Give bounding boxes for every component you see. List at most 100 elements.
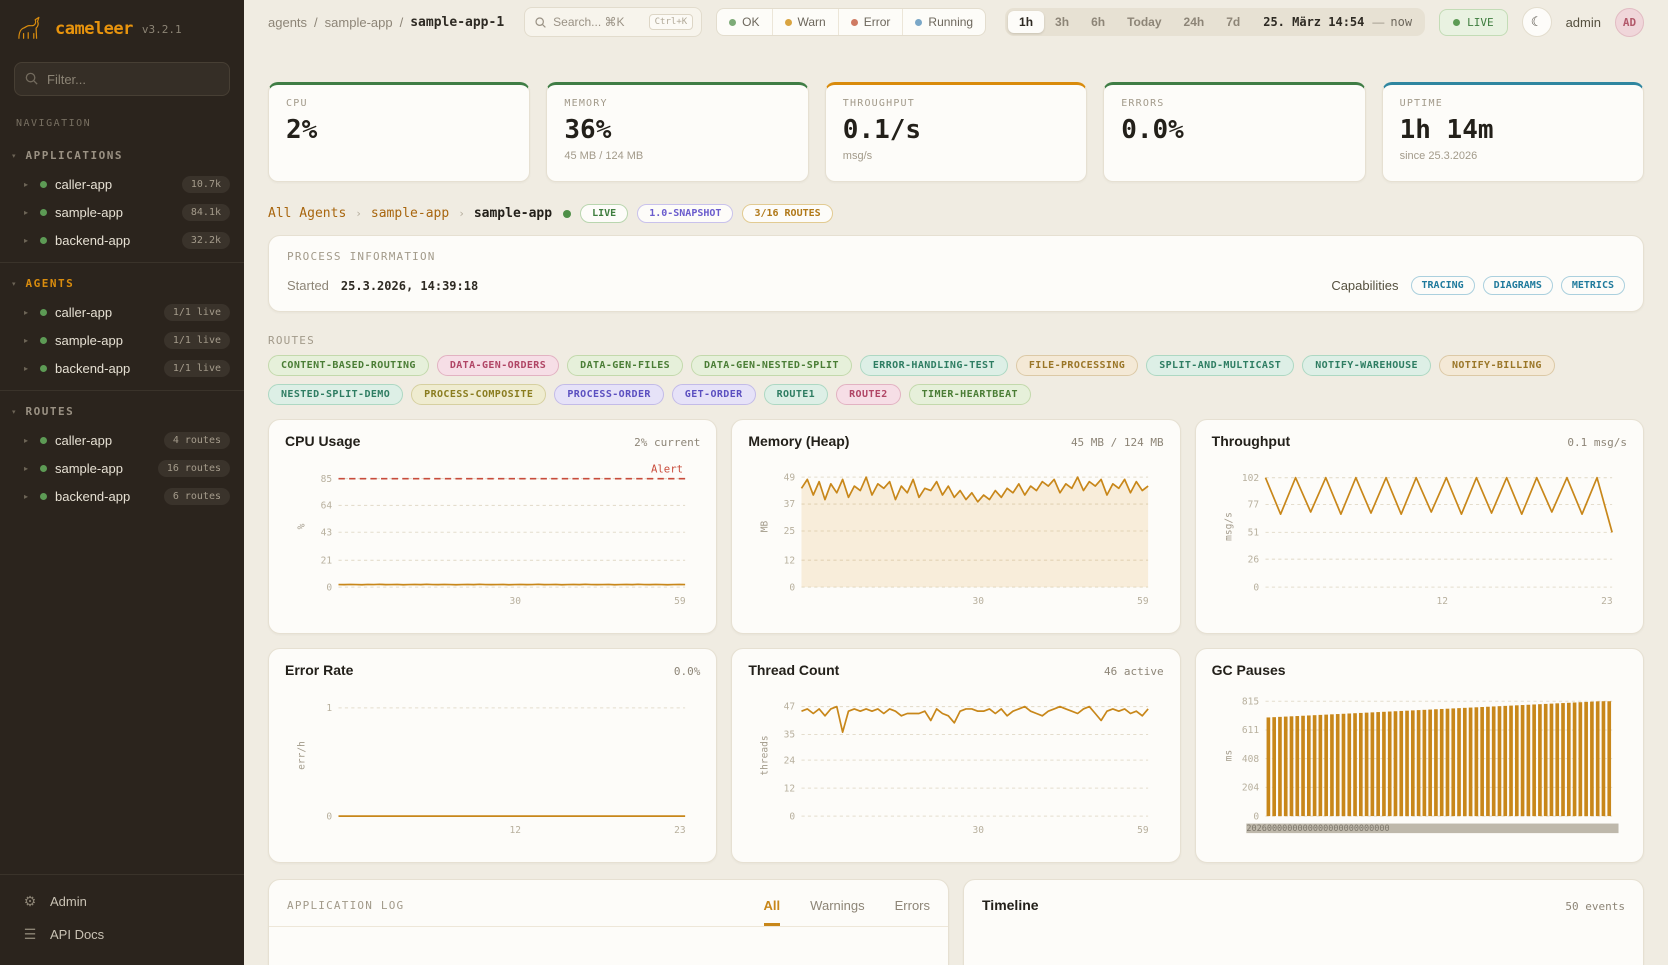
section-header-applications[interactable]: ▾APPLICATIONS <box>0 141 244 170</box>
svg-text:85: 85 <box>321 474 333 485</box>
log-tab-errors[interactable]: Errors <box>895 898 930 926</box>
moon-icon: ☾ <box>1531 14 1543 30</box>
sidebar-item-label: sample-app <box>55 333 123 348</box>
route-chip-notify-warehouse[interactable]: NOTIFY-WAREHOUSE <box>1302 355 1431 376</box>
route-chip-data-gen-files[interactable]: DATA-GEN-FILES <box>567 355 683 376</box>
time-range-start[interactable]: 25. März 14:54 <box>1251 15 1370 29</box>
status-filter-running[interactable]: Running <box>902 9 985 35</box>
chevron-right-icon: ▸ <box>24 208 32 217</box>
chart-card-gc: GC Pauses0204408611815ms2026000000000000… <box>1195 648 1644 863</box>
started-label: Started <box>287 278 329 293</box>
status-filter-ok[interactable]: OK <box>717 9 771 35</box>
status-filter-error[interactable]: Error <box>838 9 903 35</box>
live-status-badge[interactable]: LIVE <box>1439 9 1508 36</box>
route-chip-nested-split-demo[interactable]: NESTED-SPLIT-DEMO <box>268 384 403 405</box>
sidebar-item-caller-app[interactable]: ▸caller-app4 routes <box>0 426 244 454</box>
capabilities-label: Capabilities <box>1331 278 1398 293</box>
application-log-card: APPLICATION LOG AllWarningsErrors <box>268 879 949 965</box>
sidebar-item-backend-app[interactable]: ▸backend-app32.2k <box>0 226 244 254</box>
svg-text:12: 12 <box>510 825 522 836</box>
sidebar-item-backend-app[interactable]: ▸backend-app6 routes <box>0 482 244 510</box>
kpi-value: 1h 14m <box>1400 115 1626 145</box>
time-range-3h[interactable]: 3h <box>1044 11 1080 33</box>
route-chip-data-gen-orders[interactable]: DATA-GEN-ORDERS <box>437 355 559 376</box>
live-dot-icon <box>1453 19 1460 26</box>
log-tab-all[interactable]: All <box>764 898 781 926</box>
time-range-6h[interactable]: 6h <box>1080 11 1116 33</box>
route-chip-process-order[interactable]: PROCESS-ORDER <box>554 384 663 405</box>
time-range-1h[interactable]: 1h <box>1008 11 1044 33</box>
route-chip-notify-billing[interactable]: NOTIFY-BILLING <box>1439 355 1555 376</box>
chevron-right-icon: ▸ <box>24 336 32 345</box>
time-range-24h[interactable]: 24h <box>1173 11 1216 33</box>
footer-item-admin[interactable]: ⚙Admin <box>0 885 244 918</box>
kpi-subtext: msg/s <box>843 150 1069 162</box>
sidebar-item-sample-app[interactable]: ▸sample-app16 routes <box>0 454 244 482</box>
live-label: LIVE <box>1467 16 1494 29</box>
route-chip-route1[interactable]: ROUTE1 <box>764 384 829 405</box>
kpi-card-throughput: THROUGHPUT0.1/smsg/s <box>825 82 1087 182</box>
section-header-routes[interactable]: ▾ROUTES <box>0 397 244 426</box>
sidebar-item-badge: 1/1 live <box>164 332 230 349</box>
sidebar-item-sample-app[interactable]: ▸sample-app84.1k <box>0 198 244 226</box>
chart-card-throughput: Throughput0.1 msg/s0265177102msg/s1223 <box>1195 419 1644 634</box>
chart-header: Memory (Heap)45 MB / 124 MB <box>748 433 1163 449</box>
route-chip-get-order[interactable]: GET-ORDER <box>672 384 756 405</box>
kpi-value: 2% <box>286 115 512 145</box>
svg-text:23: 23 <box>1601 596 1613 607</box>
route-chip-file-processing[interactable]: FILE-PROCESSING <box>1016 355 1138 376</box>
context-link-all-agents[interactable]: All Agents <box>268 206 346 221</box>
svg-text:12: 12 <box>784 555 796 566</box>
section-header-agents[interactable]: ▾AGENTS <box>0 269 244 298</box>
route-chip-error-handling-test[interactable]: ERROR-HANDLING-TEST <box>860 355 1008 376</box>
global-search[interactable]: Search... ⌘K Ctrl+K <box>524 7 702 37</box>
footer-item-api-docs[interactable]: ☰API Docs <box>0 918 244 951</box>
route-chip-timer-heartbeat[interactable]: TIMER-HEARTBEAT <box>909 384 1031 405</box>
time-range-end[interactable]: now <box>1386 15 1422 29</box>
footer-item-label: Admin <box>50 894 87 909</box>
time-range-7d[interactable]: 7d <box>1215 11 1251 33</box>
kpi-row: CPU2%MEMORY36%45 MB / 124 MBTHROUGHPUT0.… <box>268 82 1644 182</box>
status-dot-icon <box>40 209 47 216</box>
sidebar-filter-input[interactable] <box>14 62 230 96</box>
routes-title: ROUTES <box>268 334 1644 347</box>
sidebar-section-applications: ▾APPLICATIONS▸caller-app10.7k▸sample-app… <box>0 135 244 263</box>
search-placeholder: Search... ⌘K <box>553 15 642 29</box>
svg-text:ms: ms <box>1223 750 1234 762</box>
dark-mode-toggle[interactable]: ☾ <box>1522 7 1552 37</box>
svg-text:59: 59 <box>674 596 686 607</box>
started-value: 25.3.2026, 14:39:18 <box>341 279 478 293</box>
routes-section: ROUTES CONTENT-BASED-ROUTING DATA-GEN-ORD… <box>268 334 1644 405</box>
sidebar-item-badge: 1/1 live <box>164 360 230 377</box>
sidebar-item-sample-app[interactable]: ▸ sample-app 1/1 live <box>0 326 244 354</box>
app-version: v3.2.1 <box>142 23 182 36</box>
time-range-selector: 1h3h6hToday24h7d 25. März 14:54 — now <box>1005 8 1425 36</box>
time-range-today[interactable]: Today <box>1116 11 1172 33</box>
chevron-right-icon: ▸ <box>24 436 32 445</box>
breadcrumb-item-sample-app-1[interactable]: sample-app-1 <box>410 15 504 30</box>
sidebar-item-label: caller-app <box>55 177 112 192</box>
route-chip-split-and-multicast[interactable]: SPLIT-AND-MULTICAST <box>1146 355 1294 376</box>
chart-header: Thread Count46 active <box>748 662 1163 678</box>
chart-plot-error: 01err/h1223 <box>285 680 700 848</box>
route-chip-data-gen-nested-split[interactable]: DATA-GEN-NESTED-SPLIT <box>691 355 852 376</box>
app-logo: cameleer v3.2.1 <box>0 0 244 56</box>
route-chip-process-composite[interactable]: PROCESS-COMPOSITE <box>411 384 546 405</box>
status-filter-warn[interactable]: Warn <box>772 9 838 35</box>
sidebar-item-backend-app[interactable]: ▸backend-app1/1 live <box>0 354 244 382</box>
log-tab-warnings[interactable]: Warnings <box>810 898 864 926</box>
sidebar-item-caller-app[interactable]: ▸caller-app1/1 live <box>0 298 244 326</box>
avatar[interactable]: AD <box>1615 8 1644 37</box>
chevron-right-icon: ▸ <box>24 492 32 501</box>
sidebar-item-label: backend-app <box>55 489 130 504</box>
breadcrumb-item-sample-app[interactable]: sample-app <box>325 15 393 30</box>
breadcrumb-item-agents[interactable]: agents <box>268 15 307 30</box>
context-badge-3-16-routes: 3/16 ROUTES <box>742 204 832 223</box>
svg-text:77: 77 <box>1247 500 1259 511</box>
route-chip-content-based-routing[interactable]: CONTENT-BASED-ROUTING <box>268 355 429 376</box>
route-chip-route2[interactable]: ROUTE2 <box>836 384 901 405</box>
svg-text:MB: MB <box>760 520 771 532</box>
sidebar-item-caller-app[interactable]: ▸caller-app10.7k <box>0 170 244 198</box>
context-link-sample-app[interactable]: sample-app <box>371 206 449 221</box>
chevron-separator: › <box>458 207 465 220</box>
